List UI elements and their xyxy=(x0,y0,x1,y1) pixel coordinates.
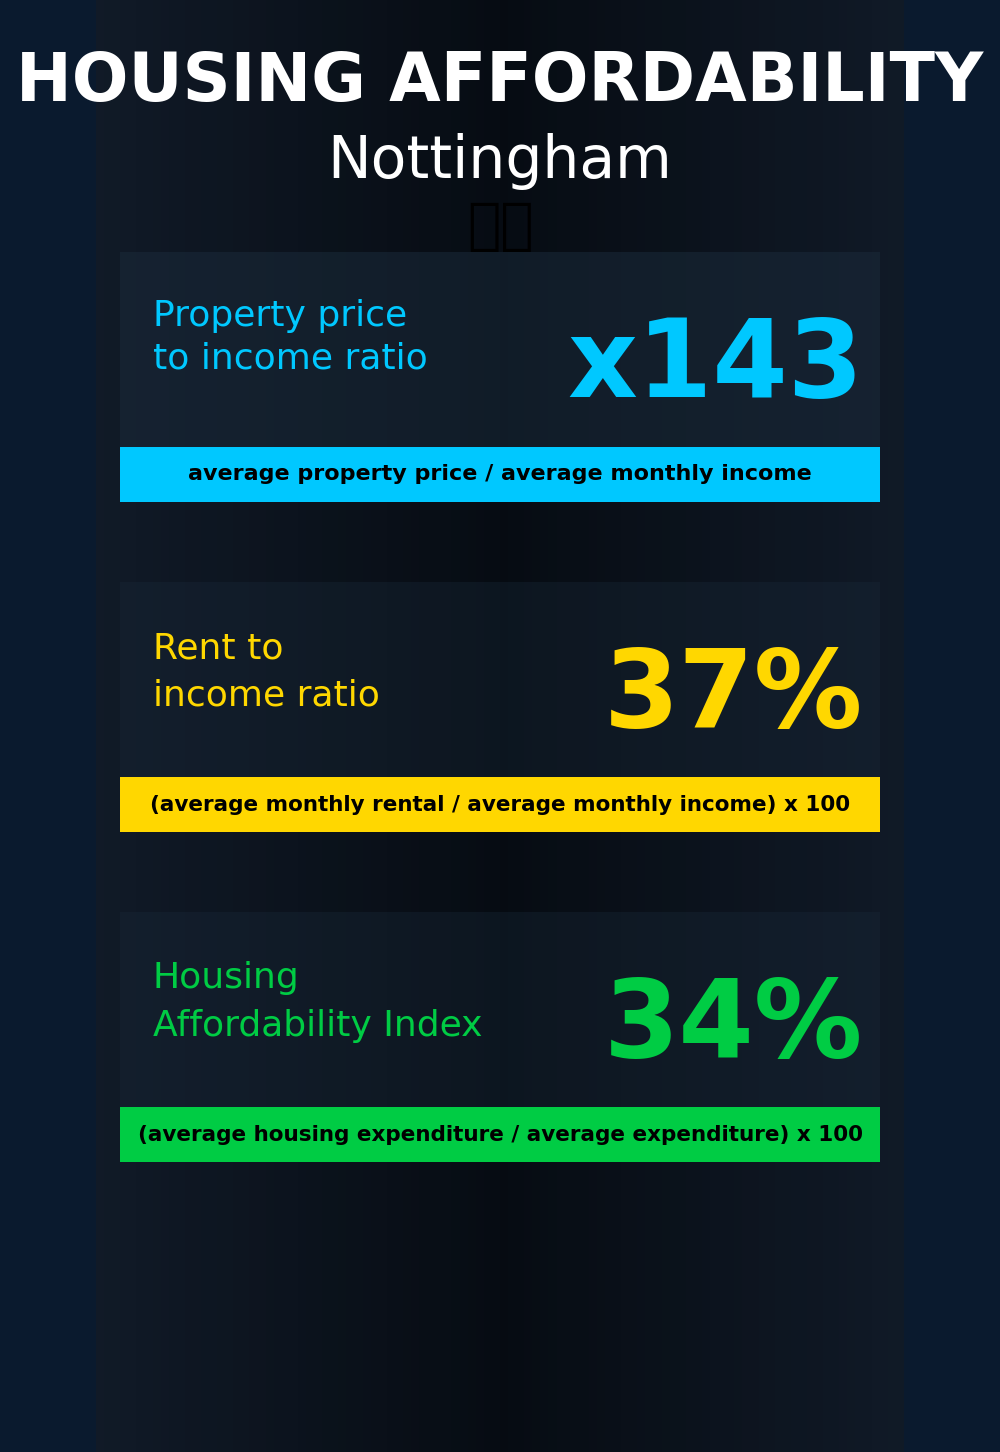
Text: 🇬🇧: 🇬🇧 xyxy=(467,200,533,254)
FancyBboxPatch shape xyxy=(120,447,880,502)
FancyBboxPatch shape xyxy=(120,1106,880,1162)
Text: Nottingham: Nottingham xyxy=(328,134,672,190)
Text: Rent to
income ratio: Rent to income ratio xyxy=(153,632,380,713)
Text: average property price / average monthly income: average property price / average monthly… xyxy=(188,465,812,484)
FancyBboxPatch shape xyxy=(120,777,880,832)
Text: (average monthly rental / average monthly income) x 100: (average monthly rental / average monthl… xyxy=(150,796,850,815)
Text: Property price
to income ratio: Property price to income ratio xyxy=(153,299,427,375)
Text: Housing
Affordability Index: Housing Affordability Index xyxy=(153,961,482,1043)
Text: 34%: 34% xyxy=(604,974,863,1080)
FancyBboxPatch shape xyxy=(120,582,880,832)
Text: 37%: 37% xyxy=(604,645,863,751)
Text: (average housing expenditure / average expenditure) x 100: (average housing expenditure / average e… xyxy=(138,1125,862,1146)
FancyBboxPatch shape xyxy=(120,912,880,1162)
FancyBboxPatch shape xyxy=(120,253,880,502)
Text: x143: x143 xyxy=(567,314,863,420)
Text: HOUSING AFFORDABILITY: HOUSING AFFORDABILITY xyxy=(16,49,984,115)
